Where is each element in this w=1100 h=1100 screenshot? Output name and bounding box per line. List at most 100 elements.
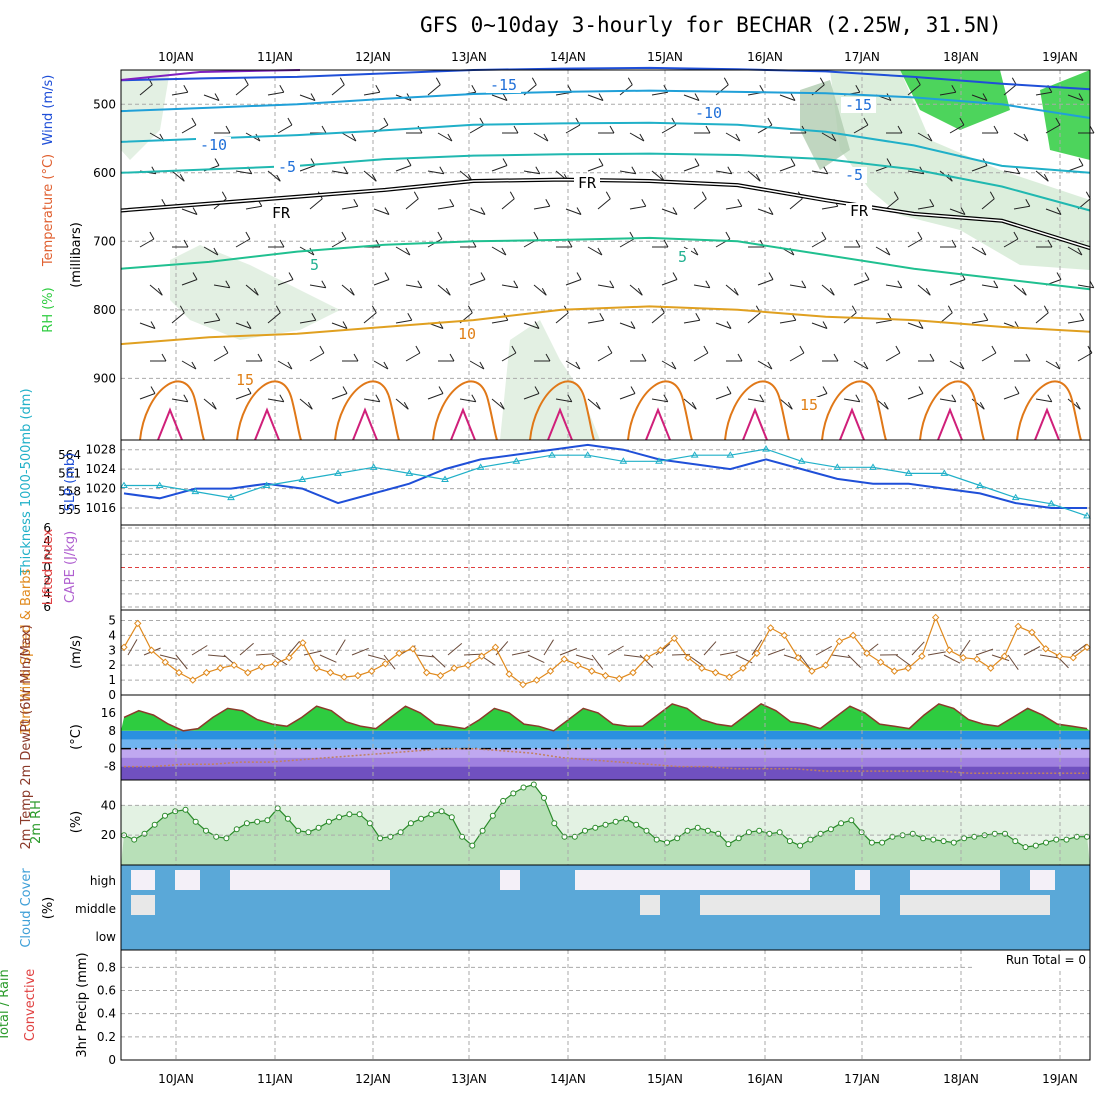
wind-barb-10m [911,641,925,656]
wind-barb [597,352,613,362]
rh-marker [1063,836,1070,843]
wind-barb [225,280,231,289]
wind-barb [341,132,357,142]
cloud-high-gap [500,870,520,890]
slp-tick-label: 1024 [85,462,116,476]
wind-barb [725,284,739,296]
wind-barb-10m [303,650,322,656]
thickness-marker [334,469,342,476]
wind-barb [415,345,421,354]
wind-barb [501,198,515,210]
wind-barb [735,133,741,142]
contour-label: FR [578,174,597,192]
wind-barb [501,247,507,256]
wind-barb [275,174,281,182]
wind-barb [853,360,869,370]
wind-barb [694,158,700,166]
thickness-tick-label: 564 [58,448,81,462]
wind-barb [267,312,281,324]
wind-barb [595,402,601,410]
wind-speed-marker [684,654,692,662]
wind-barb [1021,288,1027,296]
temperature-contour-15 [236,380,302,441]
wind-barb [1003,393,1020,400]
wind-barb [907,84,921,96]
wind-barb [555,312,569,324]
wind-barb [949,208,966,215]
wind-barb [960,207,966,215]
wind-barb [947,305,953,313]
wind-barb-10m [671,653,691,656]
wind-barb [755,174,761,182]
wind-barb [822,386,828,394]
wind-barb [299,94,316,101]
rh-marker [305,829,312,836]
wind-barb [907,238,923,248]
wind-barb [342,321,348,329]
wind-barb-10m [559,648,577,656]
wind-speed-marker [876,658,885,666]
wind-barb [427,170,444,175]
wind-barb [437,132,453,142]
wind-speed-marker [436,671,445,680]
run-total-label: Run Total = 0 [1006,953,1086,967]
wind-barb [277,279,294,286]
wind-barb [981,352,997,362]
wind-barb-10m [463,653,483,656]
contour-label: FR [850,202,869,220]
temperature-contour [120,89,1091,119]
wind-barb [875,319,892,324]
wind-barb [981,284,998,289]
contour-label-bg [674,249,691,265]
wind-barb [459,398,476,403]
wind-barb [235,393,252,400]
wind-barb [733,288,739,296]
wind-speed-marker [147,646,156,654]
wind-barb [715,393,732,400]
temperature-contour-15 [919,380,985,441]
wind-barb [1047,239,1053,248]
wind-barb [311,312,317,321]
wind-barb [157,288,163,296]
wind-speed-marker [835,637,844,646]
wind-barb [307,402,313,410]
rh-marker [961,835,968,842]
wind-barb [309,247,315,256]
wind-barb [641,353,647,362]
date-label-top: 17JAN [844,50,880,64]
slp-tick-label: 1016 [85,501,116,515]
contour-label: 15 [236,371,254,389]
temperature-contour-20 [254,407,280,441]
rh-marker [797,842,804,849]
wind-barb [383,117,389,126]
wind-barb [747,312,761,324]
wind-barb [864,272,870,280]
wind-barb [918,386,924,394]
temperature-contour [120,121,1091,174]
wind-barb [331,170,348,175]
wind-speed-marker [257,662,266,671]
wind-speed-marker [615,674,623,683]
temp-ylabel: 2m Temp 2m DewPt (6hr Min/Max) [19,624,34,849]
rh-marker [643,827,650,834]
wind-barb [349,288,355,296]
wind-barb [1045,360,1061,370]
temperature-contour-15 [724,380,790,441]
wind-barb [619,322,636,329]
thickness-ylabel: Thickness 1000-500mb (dm) [19,388,34,576]
wind-barb [917,231,923,240]
wind-speed-marker [986,664,995,672]
pressure-tick-label: 700 [93,234,116,248]
wind-barb [363,398,380,403]
rh-tick-label: 40 [101,798,116,812]
wind-speed-marker [1014,622,1022,631]
wind-barb [150,386,156,394]
wind-barb-10m [191,645,208,656]
wind-speed-marker [973,655,981,663]
wind-barb [427,84,441,96]
wind-speed-marker [753,649,761,657]
wind-barb [929,198,935,207]
wind-barb [737,198,743,207]
wind-speed-marker [326,668,335,677]
pressure-tick-label: 900 [93,371,116,385]
